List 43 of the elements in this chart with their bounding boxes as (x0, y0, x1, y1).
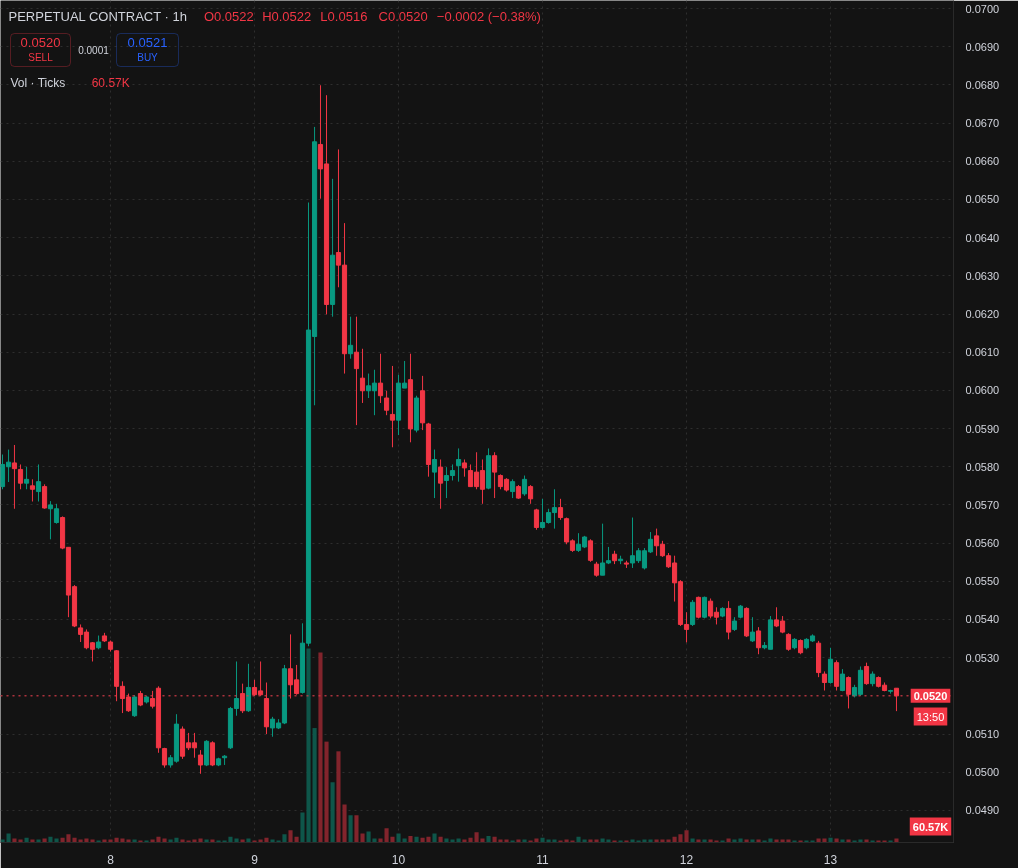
annotation: BUY (137, 52, 159, 63)
annotation: 60.57K (912, 820, 949, 833)
chart-title: Vol · Ticks (10, 75, 66, 90)
x-tick-label: 10 (391, 852, 406, 867)
annotation: L0.0516 (320, 9, 368, 24)
annotation: C0.0520 (378, 9, 428, 24)
y-tick-label: 0.0620 (965, 308, 1000, 321)
y-tick-label: 0.0610 (965, 346, 1000, 359)
annotation: O0.0522 (203, 9, 254, 24)
y-tick-label: 0.0670 (965, 117, 1000, 130)
annotation: −0.0002 (−0.38%) (436, 9, 541, 24)
y-tick-label: 0.0600 (965, 384, 1000, 397)
annotation: 0.0001 (78, 44, 110, 56)
x-tick-label: 13 (823, 852, 838, 867)
x-tick-label: 8 (107, 852, 115, 867)
y-tick-label: 0.0560 (965, 537, 1000, 550)
x-tick-label: 11 (536, 852, 550, 867)
ref-line-label: 0.0520 (913, 689, 948, 702)
y-tick-label: 0.0510 (965, 728, 1000, 741)
annotation: 13:50 (916, 710, 945, 723)
y-tick-label: 0.0500 (965, 766, 1000, 779)
y-tick-label: 0.0550 (965, 575, 1000, 588)
y-tick-label: 0.0530 (965, 651, 1000, 664)
y-tick-label: 0.0640 (965, 231, 1000, 244)
y-tick-label: 0.0630 (965, 269, 1000, 282)
x-tick-label: 12 (679, 852, 694, 867)
y-tick-label: 0.0580 (965, 460, 1000, 473)
y-tick-label: 0.0590 (965, 422, 1000, 435)
annotation: SELL (28, 52, 54, 63)
annotation: H0.0522 (262, 9, 312, 24)
annotation: 0.0520 (20, 35, 61, 50)
text: PERPETUAL CONTRACT · 1h (8, 9, 187, 24)
x-tick-label: 9 (251, 852, 259, 867)
y-tick-label: 0.0570 (965, 498, 1000, 511)
y-tick-label: 0.0680 (965, 78, 1000, 91)
y-tick-label: 0.0490 (965, 804, 1000, 817)
y-tick-label: 0.0690 (965, 40, 1000, 53)
annotation: 0.0521 (127, 35, 168, 50)
annotation: 60.57K (91, 75, 130, 90)
y-tick-label: 0.0650 (965, 193, 1000, 206)
y-tick-label: 0.0660 (965, 155, 1000, 168)
y-tick-label: 0.0700 (965, 2, 1000, 15)
y-tick-label: 0.0540 (965, 613, 1000, 626)
